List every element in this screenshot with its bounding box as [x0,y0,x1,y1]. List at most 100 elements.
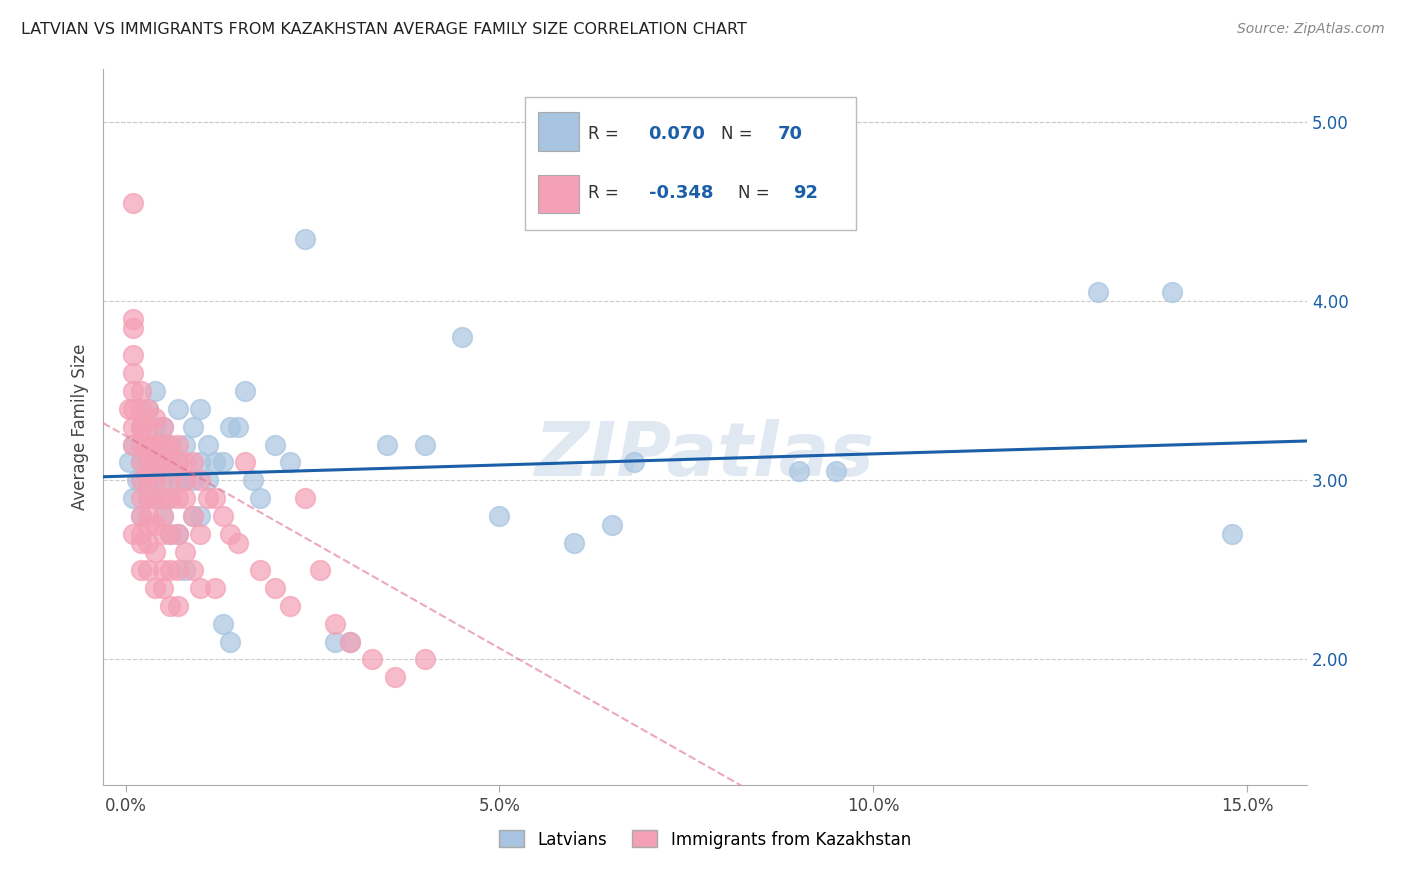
Point [145,384,167,398]
Point [167,437,190,451]
Point [152,581,174,595]
Point [167,474,190,488]
Point [136,437,159,451]
Point [159,527,181,541]
Point [181,509,204,524]
Point [145,491,167,506]
Point [145,581,167,595]
Point [278,455,301,469]
Point [211,455,233,469]
Point [211,509,233,524]
Point [294,491,316,506]
Point [136,509,159,524]
Point [174,545,197,559]
Point [188,509,211,524]
Point [174,491,197,506]
Point [122,321,145,335]
Legend: Latvians, Immigrants from Kazakhstan: Latvians, Immigrants from Kazakhstan [492,823,918,855]
Point [129,384,152,398]
Point [339,634,361,648]
Point [136,491,159,506]
Point [152,491,174,506]
Point [152,509,174,524]
Point [122,384,145,398]
Point [1220,527,1243,541]
Point [188,474,211,488]
Point [174,455,197,469]
Point [129,419,152,434]
Point [167,599,190,613]
Point [136,437,159,451]
Point [136,455,159,469]
Point [249,491,271,506]
Point [159,437,181,451]
Point [145,474,167,488]
Text: ZIPatlas: ZIPatlas [536,418,875,491]
Text: 92: 92 [793,184,818,202]
Point [152,419,174,434]
Point [136,401,159,416]
Point [122,195,145,210]
Point [204,455,226,469]
Point [122,419,145,434]
Text: Source: ZipAtlas.com: Source: ZipAtlas.com [1237,22,1385,37]
Point [152,455,174,469]
Point [145,545,167,559]
Point [145,455,167,469]
Point [122,401,145,416]
Point [152,527,174,541]
Point [211,616,233,631]
Point [159,527,181,541]
Point [167,455,190,469]
Point [145,437,167,451]
Point [136,437,159,451]
Point [181,419,204,434]
Point [129,419,152,434]
Point [129,437,152,451]
FancyBboxPatch shape [524,97,856,229]
Point [122,527,145,541]
Point [145,491,167,506]
Point [264,437,287,451]
Point [174,563,197,577]
Text: 0.070: 0.070 [648,125,706,143]
Point [152,509,174,524]
Point [174,474,197,488]
Point [242,474,264,488]
Point [129,455,152,469]
Point [226,419,249,434]
Point [623,455,645,469]
Point [122,366,145,380]
Point [136,474,159,488]
Text: -0.348: -0.348 [648,184,713,202]
Point [219,527,242,541]
Point [204,581,226,595]
Point [159,455,181,469]
Text: N =: N = [738,184,775,202]
Point [219,419,242,434]
Point [118,401,141,416]
Point [174,437,197,451]
Point [181,509,204,524]
Point [136,474,159,488]
Point [136,491,159,506]
Point [188,581,211,595]
Point [152,437,174,451]
Point [413,652,436,666]
Point [249,563,271,577]
FancyBboxPatch shape [537,112,579,151]
Point [600,518,623,533]
Point [197,474,219,488]
Point [825,464,848,478]
Point [1161,285,1184,300]
Point [233,455,256,469]
Point [129,437,152,451]
Point [167,563,190,577]
FancyBboxPatch shape [537,175,579,213]
Point [167,491,190,506]
Point [159,491,181,506]
Point [125,474,148,488]
Text: R =: R = [588,125,624,143]
Point [145,455,167,469]
Point [122,491,145,506]
